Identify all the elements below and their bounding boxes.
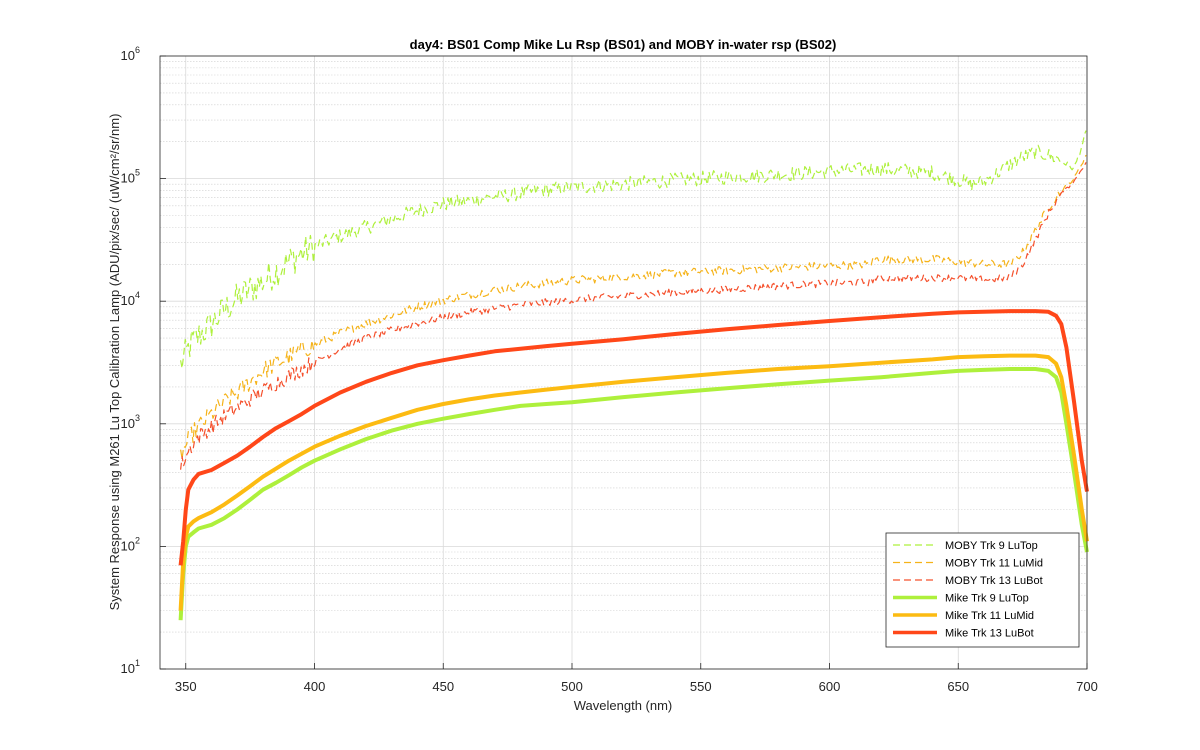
x-axis-label: Wavelength (nm) — [574, 698, 673, 713]
y-tick-label: 103 — [121, 413, 140, 431]
y-tick-label: 102 — [121, 535, 140, 553]
series-line-4 — [178, 353, 1089, 611]
series-line-2 — [180, 162, 1087, 470]
y-tick-label: 105 — [121, 168, 140, 186]
y-tick-label: 106 — [121, 45, 140, 63]
legend-label-5: Mike Trk 13 LuBot — [945, 628, 1034, 640]
legend-label-0: MOBY Trk 9 LuTop — [945, 540, 1038, 552]
axis-ticks: 350 400 450 500 550 600 650 700 101 102 103 104 105 1… — [121, 45, 1098, 694]
plot-frame — [159, 55, 1088, 670]
legend-label-3: Mike Trk 9 LuTop — [945, 593, 1029, 605]
legend-label-1: MOBY Trk 11 LuMid — [945, 558, 1043, 570]
data-series — [178, 130, 1089, 621]
chart-title: day4: BS01 Comp Mike Lu Rsp (BS01) and M… — [410, 37, 837, 52]
x-tick-label: 600 — [819, 679, 841, 694]
x-tick-label: 500 — [561, 679, 583, 694]
series-line-3 — [178, 367, 1089, 621]
series-line-0 — [180, 130, 1087, 369]
legend-label-2: MOBY Trk 13 LuBot — [945, 575, 1043, 587]
grid — [160, 55, 1088, 670]
y-tick-label: 104 — [121, 290, 140, 308]
series-line-5 — [178, 309, 1089, 566]
x-tick-label: 700 — [1076, 679, 1098, 694]
x-tick-label: 650 — [947, 679, 969, 694]
x-tick-label: 350 — [175, 679, 197, 694]
x-tick-label: 400 — [304, 679, 326, 694]
y-axis-label: System Response using M261 Lu Top Calibr… — [107, 114, 122, 611]
legend-box — [885, 532, 1080, 648]
x-tick-label: 550 — [690, 679, 712, 694]
series-line-1 — [180, 154, 1087, 460]
legend: MOBY Trk 9 LuTop MOBY Trk 11 LuMid MOBY Tr… — [885, 532, 1080, 648]
legend-label-4: Mike Trk 11 LuMid — [945, 610, 1034, 622]
x-tick-label: 450 — [432, 679, 454, 694]
y-tick-label: 101 — [121, 658, 140, 676]
